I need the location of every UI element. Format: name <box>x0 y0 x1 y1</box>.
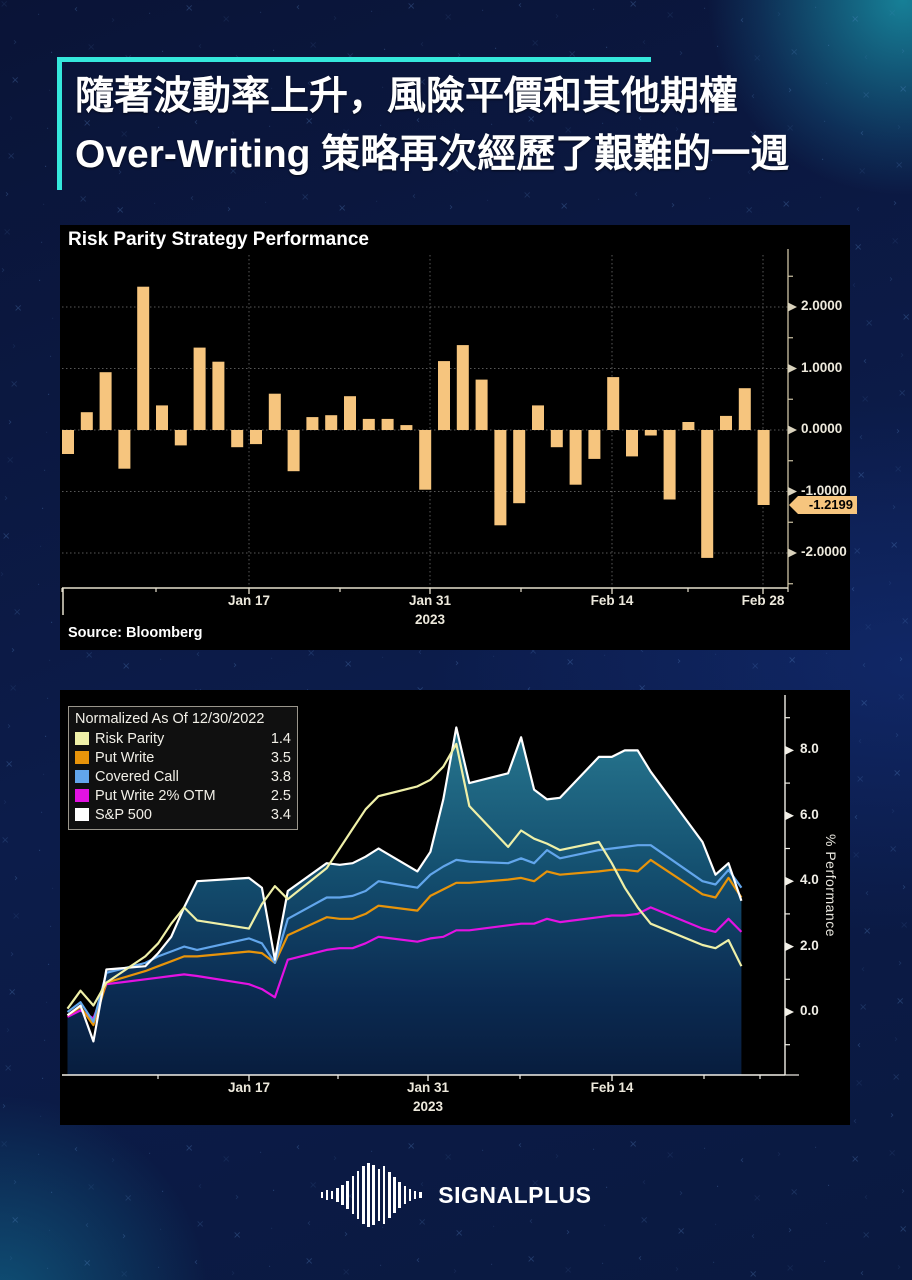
y-tick-label: 0.0000 <box>801 421 843 436</box>
x-tick-label: Jan 17 <box>227 1080 271 1095</box>
y-tick-label: 1.0000 <box>801 359 843 375</box>
y-tick-label: 2.0000 <box>801 298 843 313</box>
legend-value: 2.5 <box>270 787 291 804</box>
y-tick-label: -2.0000 <box>801 544 847 559</box>
put-write-line <box>66 858 743 1027</box>
footer: SIGNALPLUS <box>0 1155 912 1235</box>
legend-value: 3.8 <box>270 768 291 785</box>
legend-item: Risk Parity 1.4 <box>75 729 291 748</box>
legend-swatch <box>75 789 89 802</box>
legend-label: S&P 500 <box>95 806 152 823</box>
legend-item: S&P 500 3.4 <box>75 805 291 824</box>
x-tick-label: Jan 17 <box>227 593 271 608</box>
legend-swatch <box>75 770 89 783</box>
legend-box: Normalized As Of 12/30/2022 Risk Parity 1… <box>68 706 298 830</box>
last-value-badge: -1.2199 <box>789 496 857 514</box>
headline-accent-topline <box>57 57 651 62</box>
put-write-2-otm-line <box>67 906 743 1020</box>
legend-item: Put Write 3.5 <box>75 748 291 767</box>
y-tick-label: 0.0 <box>800 1003 819 1018</box>
headline-line1: 隨著波動率上升，風險平價和其他期權 <box>75 75 739 118</box>
bar-chart-panel: Risk Parity Strategy Performance -1.2199… <box>60 225 857 650</box>
risk-parity-line <box>66 742 743 1010</box>
y-tick-label: 2.0 <box>800 937 819 953</box>
x-tick-label: Feb 14 <box>590 1080 634 1095</box>
headline-line2: Over-Writing 策略再次經歷了艱難的一週 <box>75 133 790 176</box>
s-p-500-line <box>66 726 743 1043</box>
y-tick-label: -1.0000 <box>801 482 847 498</box>
y-axis-title: % Performance <box>823 833 839 937</box>
legend-swatch <box>75 732 89 745</box>
line-chart-panel: Normalized As Of 12/30/2022 Risk Parity 1… <box>60 690 850 1125</box>
legend-label: Put Write <box>95 749 155 766</box>
y-tick-label: 4.0 <box>800 872 819 888</box>
legend-value: 3.4 <box>270 806 291 823</box>
x-tick-label: Jan 31 <box>406 1080 450 1095</box>
line-chart-plot <box>62 695 799 1081</box>
signalplus-waveform-icon <box>320 1160 425 1230</box>
x-tick-label: Feb 28 <box>741 593 785 608</box>
legend-title: Normalized As Of 12/30/2022 <box>75 711 265 727</box>
legend-item: Put Write 2% OTM 2.5 <box>75 786 291 805</box>
bars <box>62 286 770 558</box>
legend-value: 3.5 <box>270 749 291 766</box>
headline-block: 隨著波動率上升，風險平價和其他期權 Over-Writing 策略再次經歷了艱難… <box>57 57 867 190</box>
x-axis-year: 2023 <box>412 1099 444 1114</box>
brand-name: SIGNALPLUS <box>438 1181 592 1208</box>
legend-swatch <box>75 808 89 821</box>
sp500-area <box>67 727 742 1075</box>
legend-label: Risk Parity <box>95 730 165 747</box>
bar-chart-title: Risk Parity Strategy Performance <box>68 229 369 250</box>
legend-label: Put Write 2% OTM <box>95 787 216 804</box>
bar-chart-plot <box>61 249 797 615</box>
covered-call-line <box>66 844 743 1023</box>
headline-text: 隨著波動率上升，風險平價和其他期權 Over-Writing 策略再次經歷了艱難… <box>57 60 867 190</box>
x-tick-label: Feb 14 <box>590 593 634 608</box>
legend-item: Covered Call 3.8 <box>75 767 291 786</box>
legend-swatch <box>75 751 89 764</box>
y-tick-label: 6.0 <box>800 806 819 822</box>
source-label: Source: Bloomberg <box>68 625 203 641</box>
y-tick-label: 8.0 <box>800 741 819 757</box>
legend-label: Covered Call <box>95 768 179 785</box>
x-tick-label: Jan 31 <box>408 593 452 608</box>
legend-value: 1.4 <box>270 730 291 747</box>
x-axis-year: 2023 <box>414 612 446 627</box>
